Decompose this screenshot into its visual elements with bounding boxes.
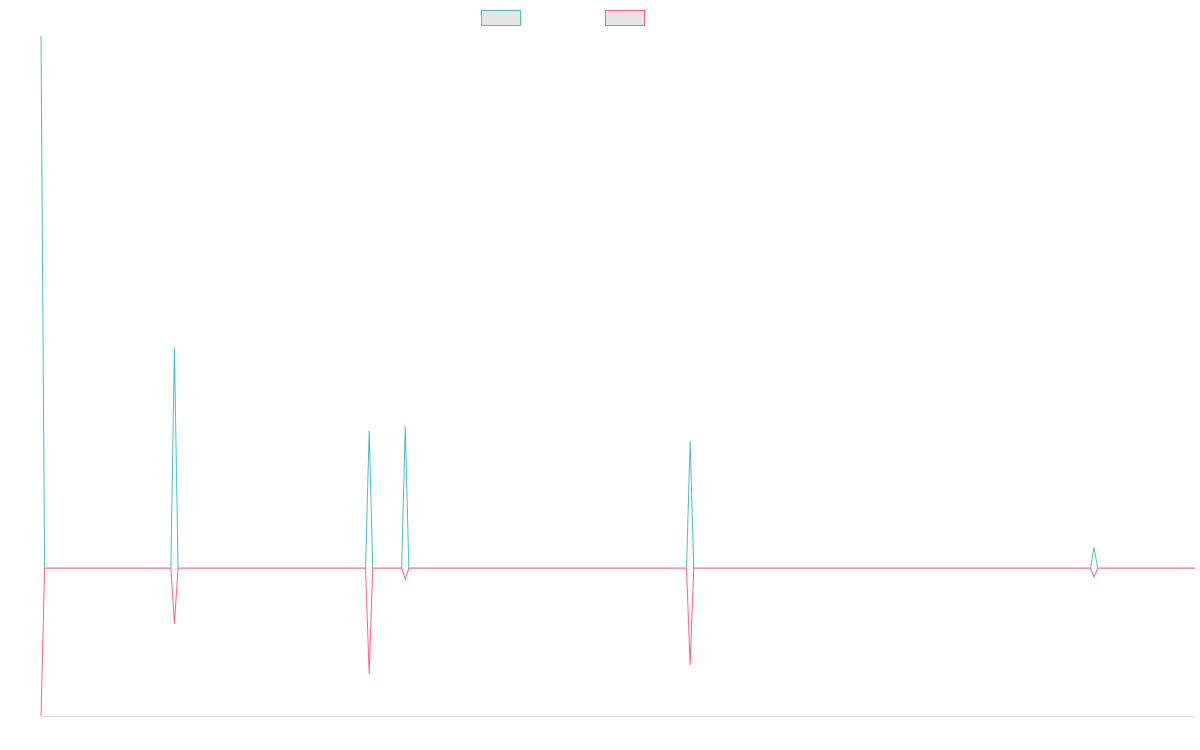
series-1-line xyxy=(40,35,1195,569)
legend-swatch-series-2[interactable] xyxy=(605,10,645,26)
series-2-line xyxy=(40,567,1195,717)
legend[interactable] xyxy=(481,10,645,26)
legend-swatch-series-1[interactable] xyxy=(481,10,521,26)
plot-area xyxy=(40,35,1195,717)
